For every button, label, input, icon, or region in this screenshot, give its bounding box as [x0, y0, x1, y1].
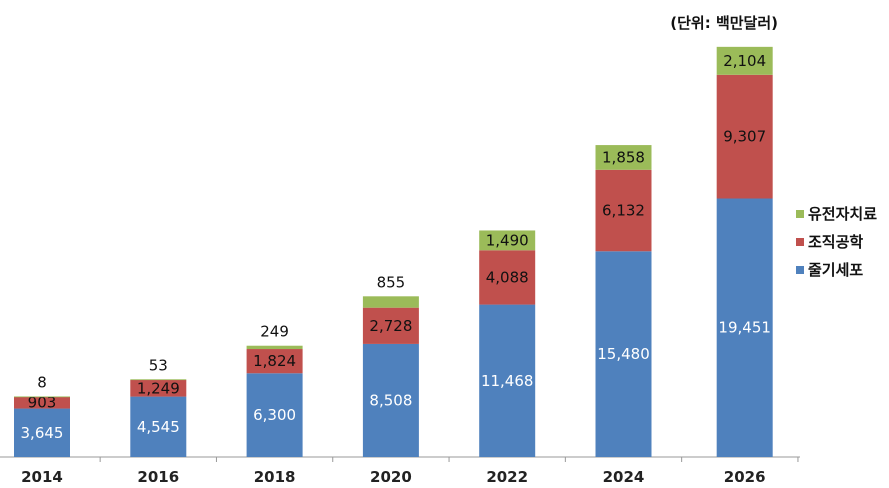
legend-label: 조직공학 [808, 233, 863, 251]
bar-segment-1 [14, 396, 70, 409]
data-label: 8,508 [369, 391, 412, 409]
data-label: 19,451 [718, 319, 771, 337]
bar-segment-0 [595, 251, 652, 457]
data-label: 249 [260, 323, 289, 341]
data-label: 2,104 [723, 52, 766, 70]
x-tick-label: 2014 [21, 468, 63, 486]
bar-segment-0 [130, 396, 187, 457]
bar-segment-2 [246, 345, 303, 350]
data-label: 6,300 [253, 406, 296, 424]
bar-segment-0 [716, 198, 773, 457]
bar-segment-2 [479, 230, 536, 251]
x-tick-label: 2016 [137, 468, 179, 486]
data-label: 1,824 [253, 352, 296, 370]
data-label: 15,480 [597, 345, 650, 363]
data-label: 53 [149, 356, 168, 374]
bar-segment-2 [130, 379, 187, 381]
legend-swatch [796, 266, 804, 274]
unit-label: (단위: 백만달러) [670, 14, 778, 32]
data-label: 903 [28, 394, 57, 412]
data-label: 3,645 [21, 424, 64, 442]
bar-segment-2 [14, 396, 70, 398]
data-label: 9,307 [723, 128, 766, 146]
bar-segment-1 [130, 379, 187, 397]
legend-label: 유전자치료 [808, 205, 877, 223]
legend-label: 줄기세포 [808, 261, 863, 279]
x-tick-label: 2024 [603, 468, 645, 486]
bar-segment-2 [362, 296, 419, 308]
data-label: 4,088 [486, 268, 529, 286]
x-tick-label: 2022 [486, 468, 528, 486]
bar-segment-1 [479, 250, 536, 305]
legend-swatch [796, 238, 804, 246]
bar-segment-0 [246, 373, 303, 457]
bar-segment-2 [716, 46, 773, 75]
data-label: 1,490 [486, 231, 529, 249]
bar-segment-0 [362, 343, 419, 457]
data-label: 11,468 [481, 372, 534, 390]
data-label: 855 [377, 273, 406, 291]
bar-segment-1 [595, 169, 652, 252]
bar-segment-1 [716, 74, 773, 199]
data-label: 1,249 [137, 379, 180, 397]
bar-segment-1 [362, 307, 419, 344]
legend-swatch [796, 210, 804, 218]
data-label: 2,728 [369, 317, 412, 335]
data-label: 8 [37, 373, 47, 391]
bar-segment-2 [595, 145, 652, 170]
bar-segment-0 [479, 304, 536, 457]
data-label: 1,858 [602, 148, 645, 166]
bar-segment-1 [246, 349, 303, 374]
x-tick-label: 2020 [370, 468, 412, 486]
x-tick-label: 2018 [254, 468, 296, 486]
bar-segment-0 [14, 408, 70, 457]
data-label: 6,132 [602, 202, 645, 220]
x-tick-label: 2026 [724, 468, 766, 486]
data-label: 4,545 [137, 418, 180, 436]
